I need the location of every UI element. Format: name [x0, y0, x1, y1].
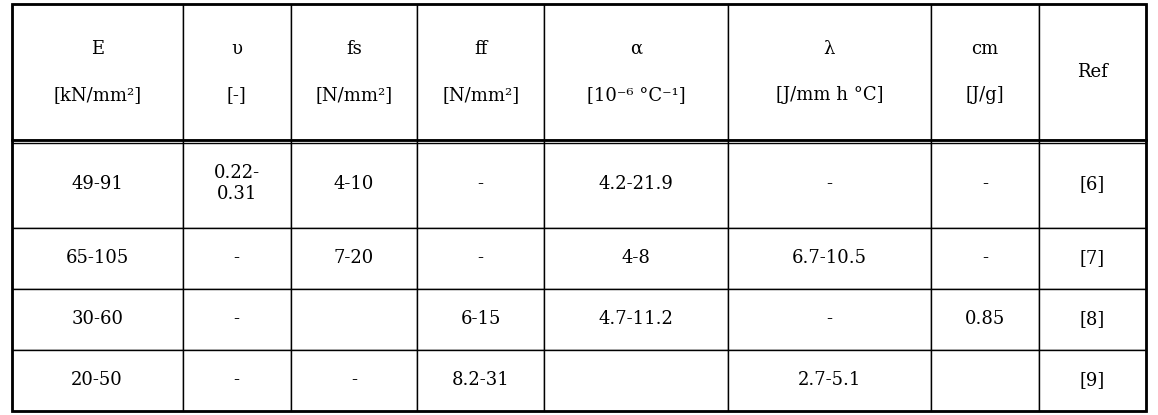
Text: 8.2-31: 8.2-31 [452, 371, 510, 389]
Bar [544, 140, 728, 228]
Text: 0.22-
0.31: 0.22- 0.31 [213, 164, 259, 203]
Text: -: - [982, 249, 988, 267]
Bar [291, 4, 417, 140]
Text: 4-10: 4-10 [334, 175, 374, 193]
Bar [417, 350, 544, 411]
Bar [544, 228, 728, 289]
Text: 7-20: 7-20 [334, 249, 374, 267]
Bar [291, 350, 417, 411]
Text: -: - [478, 249, 484, 267]
Bar [12, 4, 183, 140]
Text: -: - [234, 310, 240, 328]
Text: λ: λ [823, 40, 835, 58]
Text: α: α [630, 40, 643, 58]
Text: [9]: [9] [1080, 371, 1105, 389]
Text: [J/mm h °C]: [J/mm h °C] [776, 86, 884, 104]
Text: -: - [478, 175, 484, 193]
Bar [728, 289, 931, 350]
Text: cm: cm [972, 40, 998, 58]
Text: [8]: [8] [1080, 310, 1105, 328]
Text: 49-91: 49-91 [72, 175, 123, 193]
Bar [544, 350, 728, 411]
Text: [10⁻⁶ °C⁻¹]: [10⁻⁶ °C⁻¹] [587, 86, 686, 104]
Bar [1039, 289, 1146, 350]
Bar [544, 4, 728, 140]
Bar [931, 140, 1039, 228]
Text: 20-50: 20-50 [72, 371, 123, 389]
Text: fs: fs [346, 40, 361, 58]
Bar [12, 228, 183, 289]
Bar [291, 140, 417, 228]
Text: [J/g]: [J/g] [966, 86, 1004, 104]
Text: -: - [234, 249, 240, 267]
Bar [544, 289, 728, 350]
Text: [7]: [7] [1080, 249, 1105, 267]
Text: 4.7-11.2: 4.7-11.2 [599, 310, 674, 328]
Bar [183, 228, 291, 289]
Text: E: E [90, 40, 104, 58]
Bar [931, 228, 1039, 289]
Bar [728, 4, 931, 140]
Bar [728, 350, 931, 411]
Text: -: - [351, 371, 357, 389]
Text: 30-60: 30-60 [71, 310, 123, 328]
Text: [N/mm²]: [N/mm²] [442, 86, 519, 104]
Text: υ: υ [232, 40, 242, 58]
Bar [417, 289, 544, 350]
Bar [1039, 350, 1146, 411]
Bar [1039, 140, 1146, 228]
Text: 0.85: 0.85 [965, 310, 1005, 328]
Bar [183, 350, 291, 411]
Bar [728, 140, 931, 228]
Text: -: - [234, 371, 240, 389]
Bar [417, 228, 544, 289]
Text: Ref: Ref [1077, 63, 1108, 81]
Text: -: - [982, 175, 988, 193]
Text: [-]: [-] [227, 86, 247, 104]
Text: [kN/mm²]: [kN/mm²] [53, 86, 141, 104]
Text: 2.7-5.1: 2.7-5.1 [798, 371, 862, 389]
Bar [291, 228, 417, 289]
Text: [N/mm²]: [N/mm²] [315, 86, 393, 104]
Bar [12, 140, 183, 228]
Bar [417, 140, 544, 228]
Bar [291, 289, 417, 350]
Bar [931, 350, 1039, 411]
Text: 4-8: 4-8 [622, 249, 651, 267]
Text: -: - [827, 310, 833, 328]
Bar [728, 228, 931, 289]
Text: ff: ff [474, 40, 488, 58]
Bar [12, 289, 183, 350]
Text: 6-15: 6-15 [461, 310, 501, 328]
Bar [417, 4, 544, 140]
Bar [931, 4, 1039, 140]
Bar [183, 4, 291, 140]
Bar [183, 289, 291, 350]
Text: -: - [827, 175, 833, 193]
Bar [1039, 4, 1146, 140]
Text: 6.7-10.5: 6.7-10.5 [792, 249, 867, 267]
Text: 4.2-21.9: 4.2-21.9 [599, 175, 674, 193]
Bar [1039, 228, 1146, 289]
Text: [6]: [6] [1080, 175, 1105, 193]
Bar [183, 140, 291, 228]
Text: 65-105: 65-105 [66, 249, 129, 267]
Bar [931, 289, 1039, 350]
Bar [12, 350, 183, 411]
